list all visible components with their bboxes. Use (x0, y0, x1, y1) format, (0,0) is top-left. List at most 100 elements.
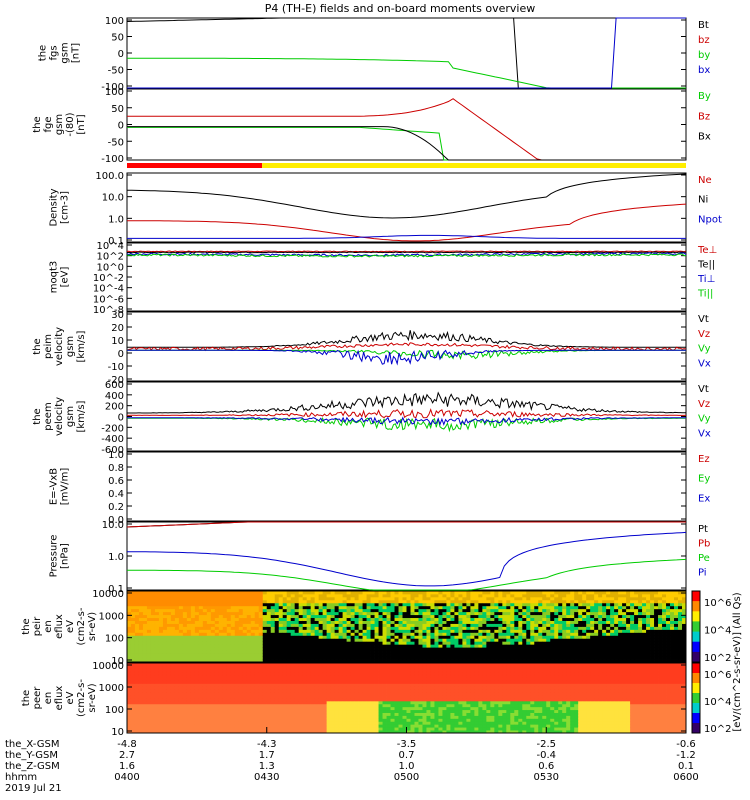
heatmap-cell (586, 626, 591, 630)
heatmap-cell (662, 659, 667, 663)
heatmap-cell (322, 674, 328, 678)
heatmap-cell (642, 593, 647, 598)
heatmap-cell (350, 626, 355, 630)
heatmap-cell (290, 611, 296, 616)
heatmap-cell (214, 677, 220, 681)
heatmap-cell (582, 605, 587, 610)
heatmap-cell (342, 689, 347, 693)
ytick-label: 10 (111, 656, 124, 667)
heatmap-cell (478, 653, 483, 657)
heatmap-cell (506, 638, 511, 642)
heatmap-cell (666, 596, 671, 601)
ytick-label: 10 (111, 336, 124, 347)
heatmap-cell (170, 703, 176, 708)
heatmap-cell (330, 700, 336, 705)
heatmap-cell (454, 596, 459, 601)
heatmap-cell (302, 706, 308, 711)
heatmap-cell (330, 650, 336, 654)
heatmap-cell (206, 724, 212, 728)
heatmap-cell (266, 677, 272, 681)
heatmap-cell (258, 718, 264, 722)
heatmap-cell (646, 635, 651, 639)
heatmap-cell (214, 644, 220, 648)
heatmap-cell (178, 674, 184, 678)
heatmap-cell (246, 632, 252, 636)
heatmap-cell (422, 626, 427, 630)
heatmap-cell (438, 593, 443, 598)
heatmap-cell (634, 599, 639, 604)
heatmap-cell (190, 718, 196, 722)
heatmap-cell (210, 698, 216, 702)
heatmap-cell (206, 665, 212, 670)
heatmap-cell (370, 605, 375, 610)
heatmap-cell (134, 706, 140, 711)
heatmap-cell (426, 647, 431, 651)
heatmap-cell (566, 650, 571, 654)
heatmap-cell (222, 663, 228, 667)
heatmap-cell (542, 593, 547, 598)
heatmap-cell (354, 593, 359, 598)
heatmap-cell (182, 617, 188, 621)
heatmap-cell (246, 663, 252, 667)
heatmap-cell (682, 605, 687, 610)
heatmap-cell (334, 635, 340, 639)
heatmap-cell (478, 629, 483, 633)
heatmap-cell (290, 686, 296, 690)
heatmap-cell (246, 695, 252, 699)
heatmap-cell (190, 695, 196, 699)
heatmap-cell (146, 671, 152, 676)
heatmap-cell (142, 617, 148, 621)
heatmap-cell (222, 671, 228, 676)
heatmap-cell (270, 623, 276, 627)
heatmap-cell (354, 641, 359, 645)
heatmap-cell (230, 599, 236, 604)
heatmap-cell (534, 620, 539, 624)
heatmap-cell (554, 638, 559, 642)
heatmap-cell (422, 635, 427, 639)
heatmap-cell (298, 617, 304, 621)
heatmap-cell (234, 647, 240, 651)
heatmap-cell (398, 617, 403, 621)
heatmap-cell (134, 641, 140, 645)
ytick-label: 10000 (92, 589, 124, 600)
heatmap-cell (358, 641, 363, 645)
heatmap-cell (402, 596, 407, 601)
heatmap-cell (378, 591, 383, 595)
heatmap-cell (362, 629, 367, 633)
heatmap-cell (446, 656, 451, 660)
heatmap-cell (250, 712, 256, 716)
heatmap-cell (322, 602, 328, 607)
heatmap-cell (330, 674, 336, 678)
heatmap-cell (658, 620, 663, 624)
heatmap-cell (366, 611, 371, 616)
heatmap-cell (490, 638, 495, 642)
heatmap-cell (226, 668, 232, 673)
heatmap-cell (282, 635, 288, 639)
heatmap-cell (514, 602, 519, 607)
heatmap-cell (302, 692, 308, 696)
heatmap-cell (302, 663, 308, 667)
heatmap-cell (258, 683, 264, 687)
heatmap-cell (310, 591, 316, 595)
heatmap-cell (610, 647, 615, 651)
heatmap-cell (618, 644, 623, 648)
heatmap-cell (278, 596, 284, 601)
heatmap-cell (254, 653, 260, 657)
heatmap-cell (406, 656, 411, 660)
heatmap-cell (154, 663, 160, 667)
heatmap-cell (226, 709, 232, 713)
heatmap-cell (382, 638, 387, 642)
heatmap-cell (574, 599, 579, 604)
heatmap-cell (566, 617, 571, 621)
heatmap-cell (322, 596, 328, 601)
heatmap-cell (458, 656, 463, 660)
heatmap-cell (226, 715, 232, 719)
heatmap-cell (430, 656, 435, 660)
heatmap-cell (378, 626, 383, 630)
heatmap-cell (262, 611, 268, 616)
heatmap-cell (326, 663, 332, 667)
heatmap-cell (146, 626, 152, 630)
heatmap-cell (150, 665, 156, 670)
heatmap-cell (226, 650, 232, 654)
